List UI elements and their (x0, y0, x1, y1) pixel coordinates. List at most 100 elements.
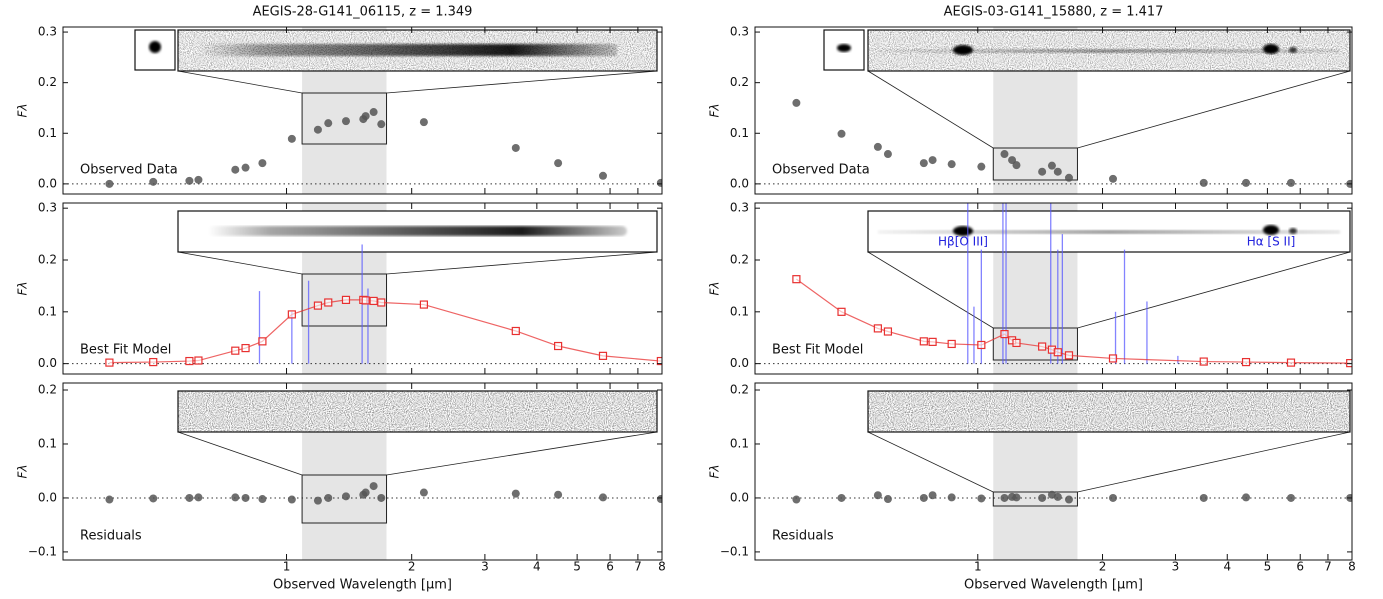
data-point (511, 489, 520, 498)
data-point (883, 495, 892, 504)
panel-annotation: Residuals (772, 529, 834, 544)
data-point (419, 118, 428, 127)
data-point (241, 163, 250, 172)
model-point (1038, 342, 1047, 351)
y-tick-label: 0.1 (730, 436, 749, 450)
data-point (928, 491, 937, 500)
connector (1077, 70, 1351, 149)
data-point (1000, 493, 1009, 502)
zoom-box (992, 327, 1078, 361)
x-tick-label: 6 (1296, 560, 1304, 574)
data-point (105, 495, 114, 504)
data-point (1000, 150, 1009, 159)
y-tick-label: 0.1 (38, 304, 57, 318)
model-point (928, 337, 937, 346)
data-point (369, 482, 378, 491)
model-point (149, 357, 158, 367)
model-point (873, 324, 882, 333)
data-point (231, 165, 240, 174)
x-tick-label: 7 (634, 560, 642, 574)
panel-annotation: Observed Data (80, 163, 178, 178)
connector (1077, 431, 1351, 493)
data-point (1038, 167, 1047, 176)
model-point (258, 337, 267, 346)
connector (386, 70, 658, 94)
data-point (194, 493, 203, 502)
y-tick-label: 0.0 (38, 176, 57, 190)
plot-area (755, 383, 1352, 560)
data-point (1053, 492, 1062, 501)
y-axis-label: Fλ (16, 103, 30, 117)
x-tick-label: 1 (974, 560, 982, 574)
data-point (1064, 173, 1073, 182)
model-point (837, 307, 846, 316)
model-point (1000, 330, 1009, 339)
zoom-box (301, 474, 388, 524)
inset-frame (867, 390, 1351, 433)
data-point (377, 120, 386, 129)
y-tick-label: 0.0 (38, 356, 57, 370)
model-point (231, 346, 240, 355)
thumbnail-source (149, 41, 161, 53)
panel: 0.0 0.1 0.2 0.3 AEGIS-03-G141_15880, z = 1.4… (708, 5, 1353, 195)
model-point (324, 298, 333, 307)
data-point (241, 493, 250, 502)
x-tick-label: 3 (481, 560, 489, 574)
model-point (1199, 357, 1208, 366)
zoom-box (992, 491, 1078, 507)
frame (754, 382, 1353, 561)
emission-blob (1263, 44, 1279, 54)
y-axis-label: Fλ (708, 103, 722, 117)
plot-area (63, 203, 662, 374)
chart-title: AEGIS-28-G141_06115, z = 1.349 (253, 5, 473, 20)
frame (754, 26, 1353, 195)
x-tick-label: 4 (1223, 560, 1231, 574)
model-point (105, 358, 114, 367)
y-tick-label: 0.3 (730, 201, 749, 215)
data-point (149, 494, 158, 503)
x-tick-label: 2 (1099, 560, 1107, 574)
frame (62, 26, 663, 195)
data-point (377, 493, 386, 502)
data-point (928, 156, 937, 165)
y-axis-label: Fλ (708, 281, 722, 295)
thumbnail-source (837, 44, 851, 52)
panel: −0.1 0.0 0.1 0.2 1 2 3 4 5 6 7 8 Observed Wavelength… (16, 382, 666, 593)
inset-frame (867, 29, 1351, 72)
y-axis-label: Fλ (708, 464, 722, 478)
data-point (369, 108, 378, 117)
data-point (1012, 493, 1021, 502)
emission-blob (1289, 47, 1297, 53)
y-tick-label: 0.2 (38, 75, 57, 89)
data-point (149, 177, 158, 186)
model-point (377, 298, 386, 307)
data-point (1109, 493, 1118, 502)
x-tick-label: 5 (1264, 560, 1272, 574)
y-tick-label: 0.2 (38, 383, 57, 397)
x-tick-label: 8 (1348, 560, 1356, 574)
frame (62, 202, 663, 375)
x-tick-label: 5 (573, 560, 581, 574)
emission-blob (1289, 228, 1297, 234)
x-axis-label: Observed Wavelength [μm] (273, 578, 452, 593)
data-point (792, 98, 801, 107)
data-point (341, 492, 350, 501)
model-point (419, 300, 428, 309)
emission-blob (1263, 225, 1279, 235)
data-point (554, 490, 563, 499)
model-point (1346, 359, 1352, 368)
connector (1077, 251, 1351, 329)
inset-image (177, 29, 658, 72)
model-point (792, 275, 801, 284)
model-point (511, 326, 520, 336)
y-tick-label: −0.1 (28, 544, 57, 558)
inset-image (177, 210, 658, 253)
data-point (837, 129, 846, 138)
y-tick-label: −0.1 (720, 544, 749, 558)
inset-image (177, 390, 658, 433)
spectrum-trace (878, 230, 1340, 234)
data-point (324, 119, 333, 128)
model-point (1241, 357, 1251, 367)
data-point (1242, 178, 1251, 187)
data-point (185, 176, 194, 185)
